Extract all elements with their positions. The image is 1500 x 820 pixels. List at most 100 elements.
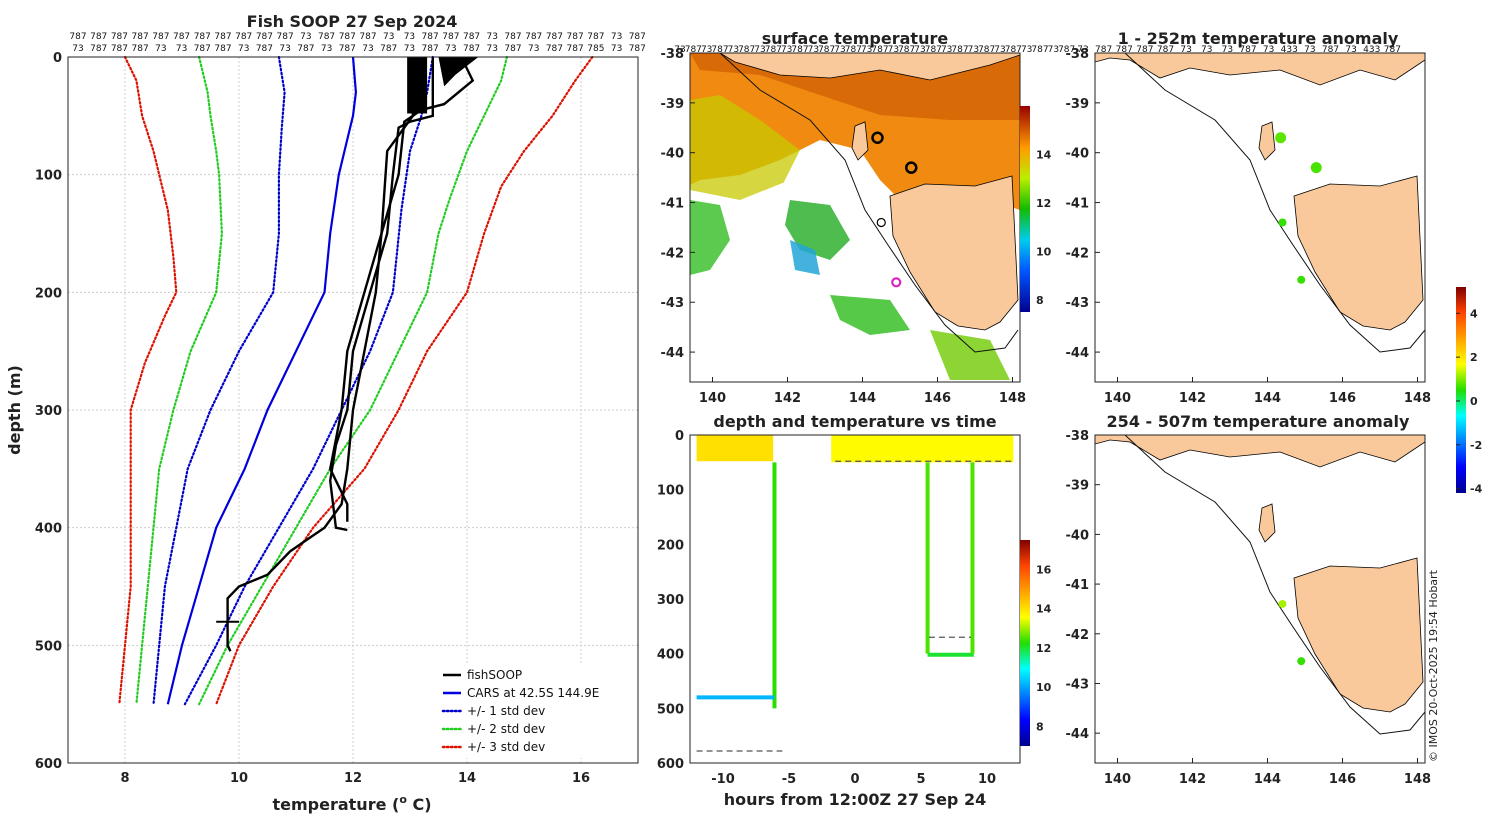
x-tick-label: 140 — [1104, 391, 1131, 406]
cast-count-label: 787 — [791, 45, 808, 55]
anomaly-lower-title: 254 - 507m temperature anomaly — [1107, 412, 1410, 431]
anomaly-upper-tick-labels: 140 142 144 146 148 -38 -39 -40 -41 -42 -43 -44 — [1066, 47, 1432, 406]
x-tick-label: -5 — [782, 772, 796, 787]
cast-count-label: 73 — [1021, 45, 1032, 55]
fishsoop-cast-line — [328, 56, 415, 522]
y-tick-label: -44 — [1066, 346, 1090, 361]
cast-count-label: 73 — [861, 45, 872, 55]
colorbar-tick-label: 16 — [1036, 563, 1052, 576]
anomaly-point — [1297, 275, 1306, 284]
y-tick-label: 0 — [675, 429, 684, 444]
legend-label: +/- 1 std dev — [467, 704, 545, 718]
profile-title: Fish SOOP 27 Sep 2024 — [247, 12, 458, 31]
cast-count-label: 787 — [1005, 45, 1022, 55]
y-tick-label: -39 — [1066, 479, 1090, 494]
x-tick-label: 142 — [1179, 772, 1206, 787]
cast-count-label: 73 — [994, 45, 1005, 55]
cast-count-label: 73 — [611, 32, 622, 42]
depth-time-title: depth and temperature vs time — [713, 412, 996, 431]
surface-shelf-contour — [719, 53, 1019, 353]
y-tick-label: -42 — [1066, 246, 1090, 261]
colorbar-tick-label: 12 — [1036, 197, 1051, 210]
cast-count-label: 73 — [300, 32, 311, 42]
cast-count-label: 787 — [297, 44, 314, 54]
legend-label: +/- 2 std dev — [467, 722, 545, 736]
cast-count-label: 787 — [525, 32, 542, 42]
colorbar-tick-label: 4 — [1470, 307, 1478, 320]
cast-count-label: 73 — [1304, 45, 1315, 55]
x-tick-label: 148 — [1404, 391, 1431, 406]
y-tick-label: -41 — [1066, 578, 1090, 593]
cast-count-label: 73 — [834, 45, 845, 55]
cast-count-label: 73 — [321, 44, 332, 54]
anomaly-lower-panel: 254 - 507m temperature anomaly 140 142 144… — [1066, 412, 1432, 787]
cast-count-label: 73 — [176, 44, 187, 54]
cast-count-label: 73 — [238, 44, 249, 54]
y-tick-label: -44 — [1066, 727, 1090, 742]
surface-colorbar-ticks: 8 10 12 14 — [1036, 148, 1052, 306]
anomaly-colorbar-ticks: 4 2 0 -2 -4 — [1456, 307, 1483, 496]
colorbar-tick-label: 12 — [1036, 642, 1051, 655]
profile-panel: Fish SOOP 27 Sep 2024 787 787 787 787 787 787… — [5, 12, 646, 814]
cast-count-label: 787 — [359, 32, 376, 42]
y-tick-label: -40 — [661, 147, 685, 162]
surface-markers — [871, 131, 918, 288]
cast-count-label: 787 — [685, 45, 702, 55]
surface-tick-labels: 140 142 144 146 148 -38 -39 -40 -41 -42 -43 -44 — [661, 47, 1027, 406]
cast-count-label: 73 — [404, 44, 415, 54]
cast-count-label: 787 — [567, 44, 584, 54]
cast-count-label: 73 — [279, 44, 290, 54]
cast-count-label: 787 — [978, 45, 995, 55]
anomaly-lower-points — [1278, 599, 1306, 666]
cast-count-label: 787 — [845, 45, 862, 55]
cast-count-label: 73 — [1201, 45, 1212, 55]
x-tick-label: 144 — [1254, 772, 1281, 787]
cast-count-label: 73 — [1345, 45, 1356, 55]
x-tick-label: 146 — [924, 391, 951, 406]
cast-count-label: 73 — [1077, 45, 1088, 55]
y-tick-label: -41 — [661, 197, 685, 212]
y-tick-label: 400 — [657, 648, 684, 663]
cast-count-label: 433 — [1281, 45, 1298, 55]
colorbar-tick-label: 8 — [1036, 720, 1044, 733]
y-tick-label: -38 — [1066, 429, 1090, 444]
cast-count-label: 787 — [132, 44, 149, 54]
x-tick-label: 10 — [230, 771, 248, 786]
profile-count-row: 787 787 787 787 787 787 787 787 787 787 787 73 787 78… — [69, 32, 645, 54]
y-tick-label: -42 — [661, 246, 685, 261]
anomaly-lower-shelf-contour — [1124, 435, 1425, 735]
cast-count-label: 73 — [487, 32, 498, 42]
y-tick-label: -44 — [661, 346, 685, 361]
colorbar-tick-label: 14 — [1036, 603, 1052, 616]
anomaly-lower-tick-labels: 140 142 144 146 148 -38 -39 -40 -41 -42 -43 -44 — [1066, 429, 1432, 787]
cast-count-label: 787 — [256, 44, 273, 54]
cast-count-label: 787 — [152, 32, 169, 42]
cast-count-label: 787 — [1116, 45, 1133, 55]
cast-count-label: 73 — [914, 45, 925, 55]
cast-count-label: 787 — [1322, 45, 1339, 55]
profile-tick-labels: 8 10 12 14 16 0 100 200 300 400 500 600 — [35, 51, 590, 786]
anomaly-upper-points — [1275, 132, 1322, 284]
y-tick-label: -40 — [1066, 528, 1090, 543]
colorbar-tick-label: 0 — [1470, 395, 1478, 408]
cast-count-label: 73 — [528, 44, 539, 54]
x-tick-label: 142 — [1179, 391, 1206, 406]
cast-count-label: 787 — [951, 45, 968, 55]
surface-land-tasmania — [889, 175, 1019, 331]
colorbar-tick-label: 2 — [1470, 351, 1478, 364]
y-tick-label: -43 — [1066, 677, 1090, 692]
y-tick-label: -38 — [661, 47, 685, 62]
cast-count-label: 73 — [155, 44, 166, 54]
x-tick-label: 148 — [999, 391, 1026, 406]
cast-count-label: 73 — [1263, 45, 1274, 55]
cast-count-label: 787 — [463, 44, 480, 54]
anomaly-upper-title: 1 - 252m temperature anomaly — [1118, 29, 1399, 48]
cast-count-label: 787 — [1031, 45, 1048, 55]
surface-map — [690, 53, 1020, 382]
cast-count-label: 73 — [404, 32, 415, 42]
depth-time-panel: depth and temperature vs time -10 -5 0 5 100… — [657, 412, 1052, 809]
y-tick-label: -43 — [661, 296, 685, 311]
cast-count-label: 787 — [339, 44, 356, 54]
cast-count-label: 787 — [587, 32, 604, 42]
y-tick-label: 100 — [657, 484, 684, 499]
